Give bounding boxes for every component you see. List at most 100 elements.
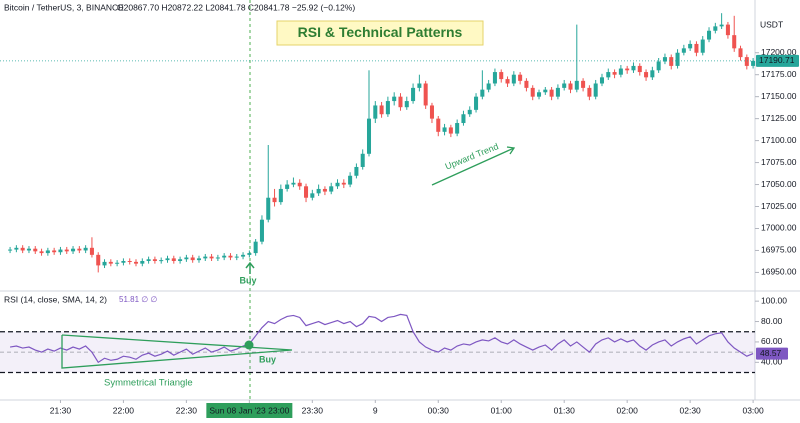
candle-body	[253, 241, 258, 254]
candle-body	[341, 182, 346, 185]
candle-body	[322, 188, 327, 192]
x-tick-label: Sun 08 Jan '23 23:00	[209, 405, 289, 415]
candle-body	[360, 153, 365, 167]
candle-body	[190, 257, 195, 261]
candle-body	[348, 175, 353, 185]
ohlc-text: O20867.70 H20872.22 L20841.78 C20841.78 …	[117, 2, 355, 12]
y-tick-label: 17175.00	[761, 69, 797, 79]
title-box	[276, 20, 484, 46]
candle-body	[83, 247, 88, 251]
candle-body	[152, 259, 157, 261]
x-tick-label: 22:00	[113, 405, 135, 415]
candle-body	[669, 57, 674, 66]
x-tick-label: 23:30	[302, 405, 324, 415]
candle-body	[45, 250, 50, 254]
rsi-value-text: 51.81 ∅ ∅	[119, 295, 157, 304]
candle-body	[681, 48, 686, 53]
rsi-last-label: 48.57	[760, 348, 782, 358]
x-tick-label: 21:30	[50, 405, 72, 415]
candle-body	[140, 261, 145, 264]
candle-body	[694, 43, 699, 53]
candle-body	[373, 105, 378, 119]
candle-body	[392, 96, 397, 102]
candle-body	[385, 101, 390, 115]
candle-body	[266, 197, 271, 220]
candle-body	[222, 255, 227, 258]
candle-body	[96, 254, 101, 266]
candle-body	[530, 87, 535, 97]
trend-arrowhead	[506, 146, 516, 155]
candle-body	[14, 247, 19, 250]
y-tick-label: 17050.00	[761, 179, 797, 189]
rsi-title: RSI (14, close, SMA, 14, 2)	[4, 294, 107, 304]
y-tick-label: 16950.00	[761, 267, 797, 277]
x-tick-label: 03:00	[742, 405, 764, 415]
buy-dot	[244, 340, 254, 350]
y-tick-label: 100.00	[761, 295, 787, 305]
y-tick-label: 17000.00	[761, 223, 797, 233]
candle-body	[234, 256, 239, 258]
trend-arrow	[431, 147, 515, 186]
buy-label: Buy	[239, 275, 256, 285]
candle-body	[209, 256, 214, 259]
symbol-legend: Bitcoin / TetherUS, 3, BINANCE	[4, 2, 124, 12]
candle-body	[121, 261, 126, 263]
candle-body	[555, 87, 560, 97]
candle-body	[429, 105, 434, 119]
y-tick-label: 40.00	[761, 357, 783, 367]
candle-body	[196, 258, 201, 261]
candle-body	[474, 96, 479, 110]
candle-body	[417, 83, 422, 88]
buy-arrowhead	[245, 261, 255, 269]
candle-body	[656, 61, 661, 71]
candle-body	[58, 249, 63, 253]
candle-body	[39, 251, 44, 254]
plot-layer: 16950.00 16975.00 17000.00 17025.00 17050.00…	[0, 13, 799, 418]
candle-body	[259, 219, 264, 242]
candle-body	[404, 101, 409, 108]
candle-body	[442, 127, 447, 132]
rsi-buy-label: Buy	[259, 354, 276, 364]
candle-body	[688, 43, 693, 49]
candle-body	[215, 257, 220, 259]
candle-body	[707, 30, 712, 40]
candle-body	[159, 260, 164, 262]
candle-body	[228, 255, 233, 258]
x-tick-label: 00:30	[428, 405, 450, 415]
candle-body	[411, 87, 416, 102]
candle-body	[26, 248, 31, 251]
candle-body	[108, 261, 113, 264]
y-tick-label: 17125.00	[761, 113, 797, 123]
candle-body	[291, 182, 296, 185]
candle-body	[562, 83, 567, 88]
candle-body	[115, 262, 120, 264]
y-tick-label: 60.00	[761, 336, 783, 346]
candle-body	[467, 109, 472, 115]
candle-body	[618, 68, 623, 75]
candle-body	[606, 72, 611, 78]
candle-body	[304, 186, 309, 198]
candle-body	[480, 89, 485, 97]
candle-body	[178, 259, 183, 261]
candle-body	[751, 60, 756, 66]
candle-body	[285, 184, 290, 189]
candle-body	[133, 261, 139, 264]
candle-body	[505, 79, 510, 84]
symmetrical-triangle	[61, 334, 293, 369]
last-price-box	[756, 54, 799, 67]
y-tick-label: 17150.00	[761, 91, 797, 101]
candle-body	[612, 72, 617, 75]
candle-body	[77, 248, 82, 251]
candle-body	[146, 259, 151, 261]
x-tick-label: 01:00	[491, 405, 513, 415]
candle-body	[744, 57, 749, 66]
candle-body	[127, 261, 132, 262]
candle-body	[329, 186, 334, 192]
candle-body	[448, 127, 453, 134]
candle-body	[713, 26, 718, 31]
crosshair-time-box	[206, 403, 293, 418]
candle-body	[492, 72, 497, 84]
candle-body	[549, 89, 554, 97]
